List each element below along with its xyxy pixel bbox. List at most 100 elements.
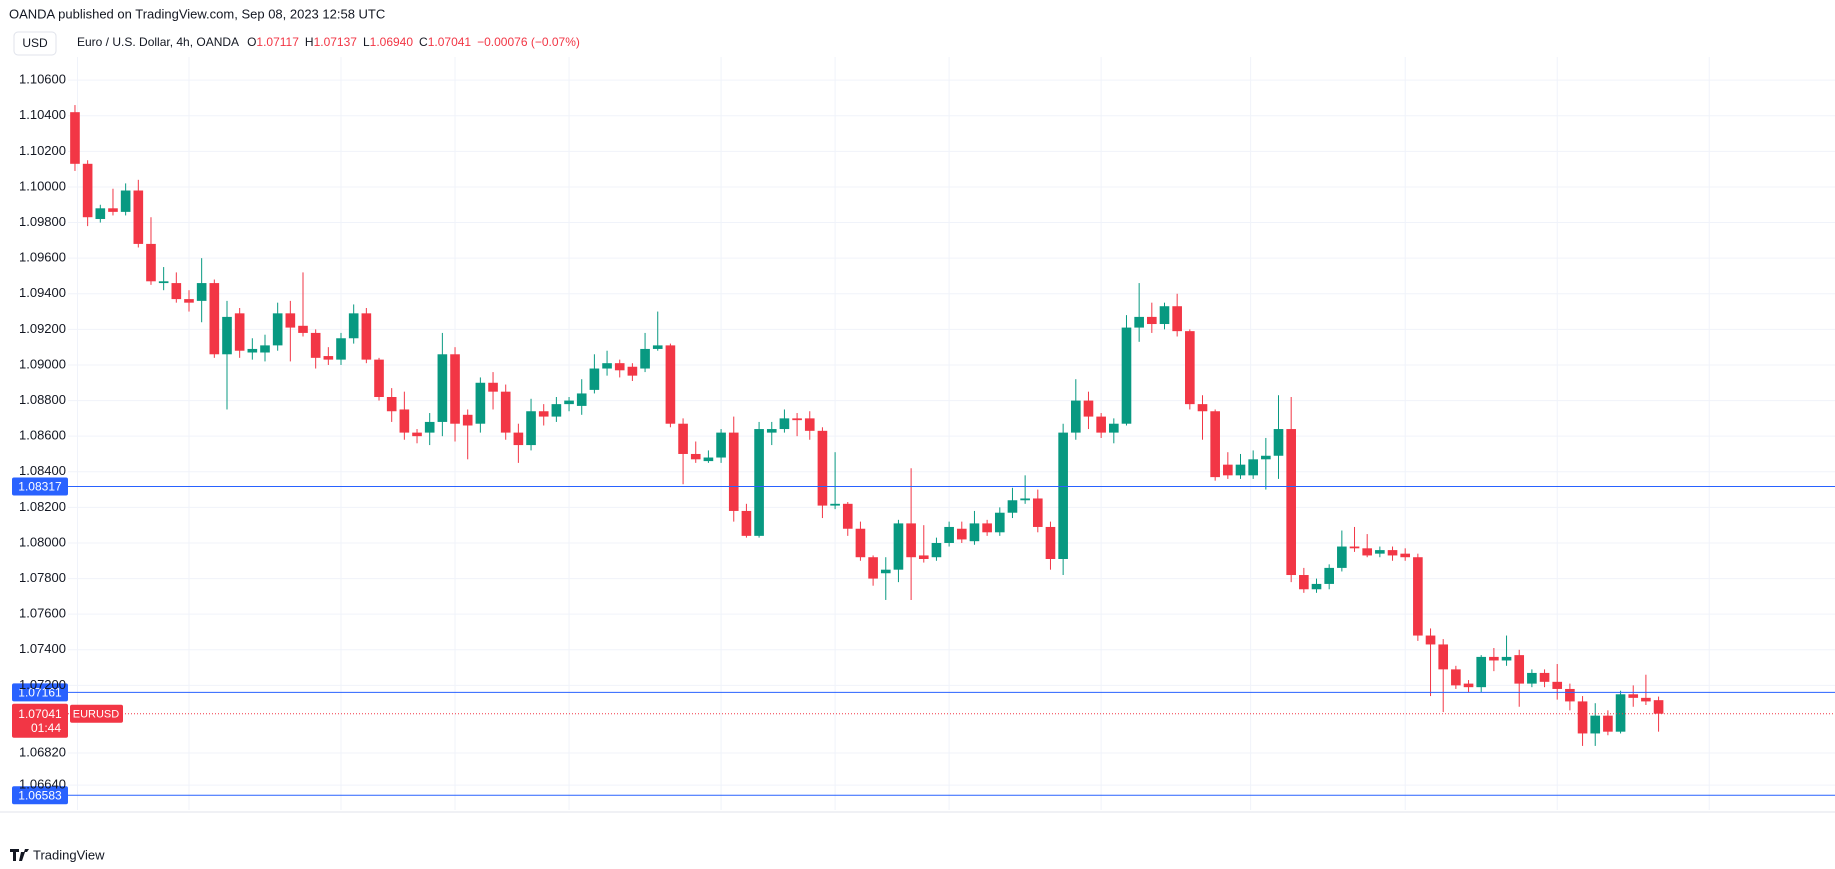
candle-body [184,299,194,303]
candle-body [944,526,954,543]
y-tick-label: 1.09800 [19,214,66,229]
x-tick-label: 16 [334,818,348,833]
candle-body [1615,694,1626,732]
level-label: 1.07161 [18,686,62,700]
y-tick-label: 1.08800 [19,392,66,407]
ohlc-value: 1.07117 [256,35,299,49]
x-tick-label: 21 [562,818,576,833]
candle-body [627,366,638,376]
candle-body [1185,331,1195,405]
candle-body [1248,459,1258,476]
candle-body [1210,411,1220,478]
candle-body [779,418,790,430]
candle-body [665,345,676,424]
candle-body [348,313,359,339]
x-tick-label: Sep [1239,818,1263,833]
y-tick-label: 1.09200 [19,321,66,336]
candle-body [513,432,524,446]
candle-body [741,510,752,536]
change: −0.00076 (−0.07%) [477,35,580,49]
candle-body [310,332,321,358]
y-tick-label: 1.08200 [19,499,66,514]
candle-body [1172,306,1182,332]
ohlc-key: C [419,35,428,49]
candle-body [728,432,739,511]
candle-body [475,382,486,424]
candle-body [538,411,549,417]
candle-body [564,400,574,405]
candle-body [1235,464,1246,476]
ohlc-key: O [247,35,256,49]
candle-body [1070,400,1081,433]
symbol-name: Euro / U.S. Dollar, 4h, OANDA [77,35,239,49]
candle-body [931,542,942,558]
candle-body [868,557,878,579]
y-tick-label: 1.10000 [19,178,66,193]
y-tick-label: 1.07200 [19,677,66,692]
y-tick-label: 1.07600 [19,606,66,621]
candle-body [830,503,840,506]
y-tick-label: 1.08600 [19,428,66,443]
candle-body [1058,432,1068,559]
candle-body [1565,688,1575,702]
candle-body [1476,656,1487,688]
candle-body [1223,464,1233,476]
time-axis: 3:00 14 16 13:00 21 23 13:00 28 30 Sep 5 7 11 [65,818,1716,833]
x-tick-label: 13:00 [439,818,472,833]
candle-body [817,430,828,506]
last-price-label: 1.07041 [18,707,62,721]
candle-body [1096,416,1106,433]
candle-body [158,281,169,284]
ohlc-value: 1.07041 [428,35,472,49]
candle-body [754,429,764,536]
candle-body [1514,655,1525,684]
candle-body [1362,548,1373,556]
candle-body [323,356,334,360]
y-tick-label: 1.10200 [19,143,66,158]
candle-body [918,555,929,559]
symbol-legend: Euro / U.S. Dollar, 4h, OANDA O1.07117 H1.… [77,35,580,49]
candle-body [678,423,688,454]
x-tick-label: 5 [1402,818,1409,833]
candle-body [196,283,207,301]
currency-label[interactable]: USD [22,36,48,50]
ohlc-value: 1.06940 [370,35,414,49]
candle-body [1628,694,1639,698]
candle-body [1552,681,1563,689]
candle-body [1197,404,1208,412]
candle-body [1438,644,1449,670]
level-label: 1.08317 [18,480,62,494]
candle-body [108,208,118,212]
y-tick-label: 1.09400 [19,285,66,300]
logo: TradingView [10,847,105,862]
x-tick-label: 28 [942,818,956,833]
candle-body [450,354,460,424]
candle-body [576,393,587,406]
candle-body [703,457,714,462]
candle-body [1539,672,1550,682]
last-price-box [12,703,68,738]
x-tick-label: 13:00 [819,818,852,833]
candle-body [488,382,498,392]
y-tick-label: 1.08400 [19,463,66,478]
candle-body [374,359,384,398]
y-tick-label: 1.07400 [19,641,66,656]
logo-text: TradingView [33,847,105,862]
candle-body [982,523,992,533]
y-tick-label: 1.10600 [19,72,66,87]
symbol-tag: EURUSD [73,709,120,721]
candle-body [1349,546,1360,549]
candle-body [1527,672,1537,684]
currency-button[interactable] [13,31,57,56]
candle-body [1261,455,1271,460]
candle-body [1108,423,1119,433]
candle-body [1463,683,1474,688]
candle-body [437,354,448,422]
x-tick-label: 3:00 [65,818,90,833]
candle-body [1653,700,1664,714]
candle-body [994,512,1005,533]
candle-body [1147,316,1157,325]
y-tick-label: 1.09600 [19,250,66,265]
grid [68,57,1835,810]
candle-body [652,345,663,349]
